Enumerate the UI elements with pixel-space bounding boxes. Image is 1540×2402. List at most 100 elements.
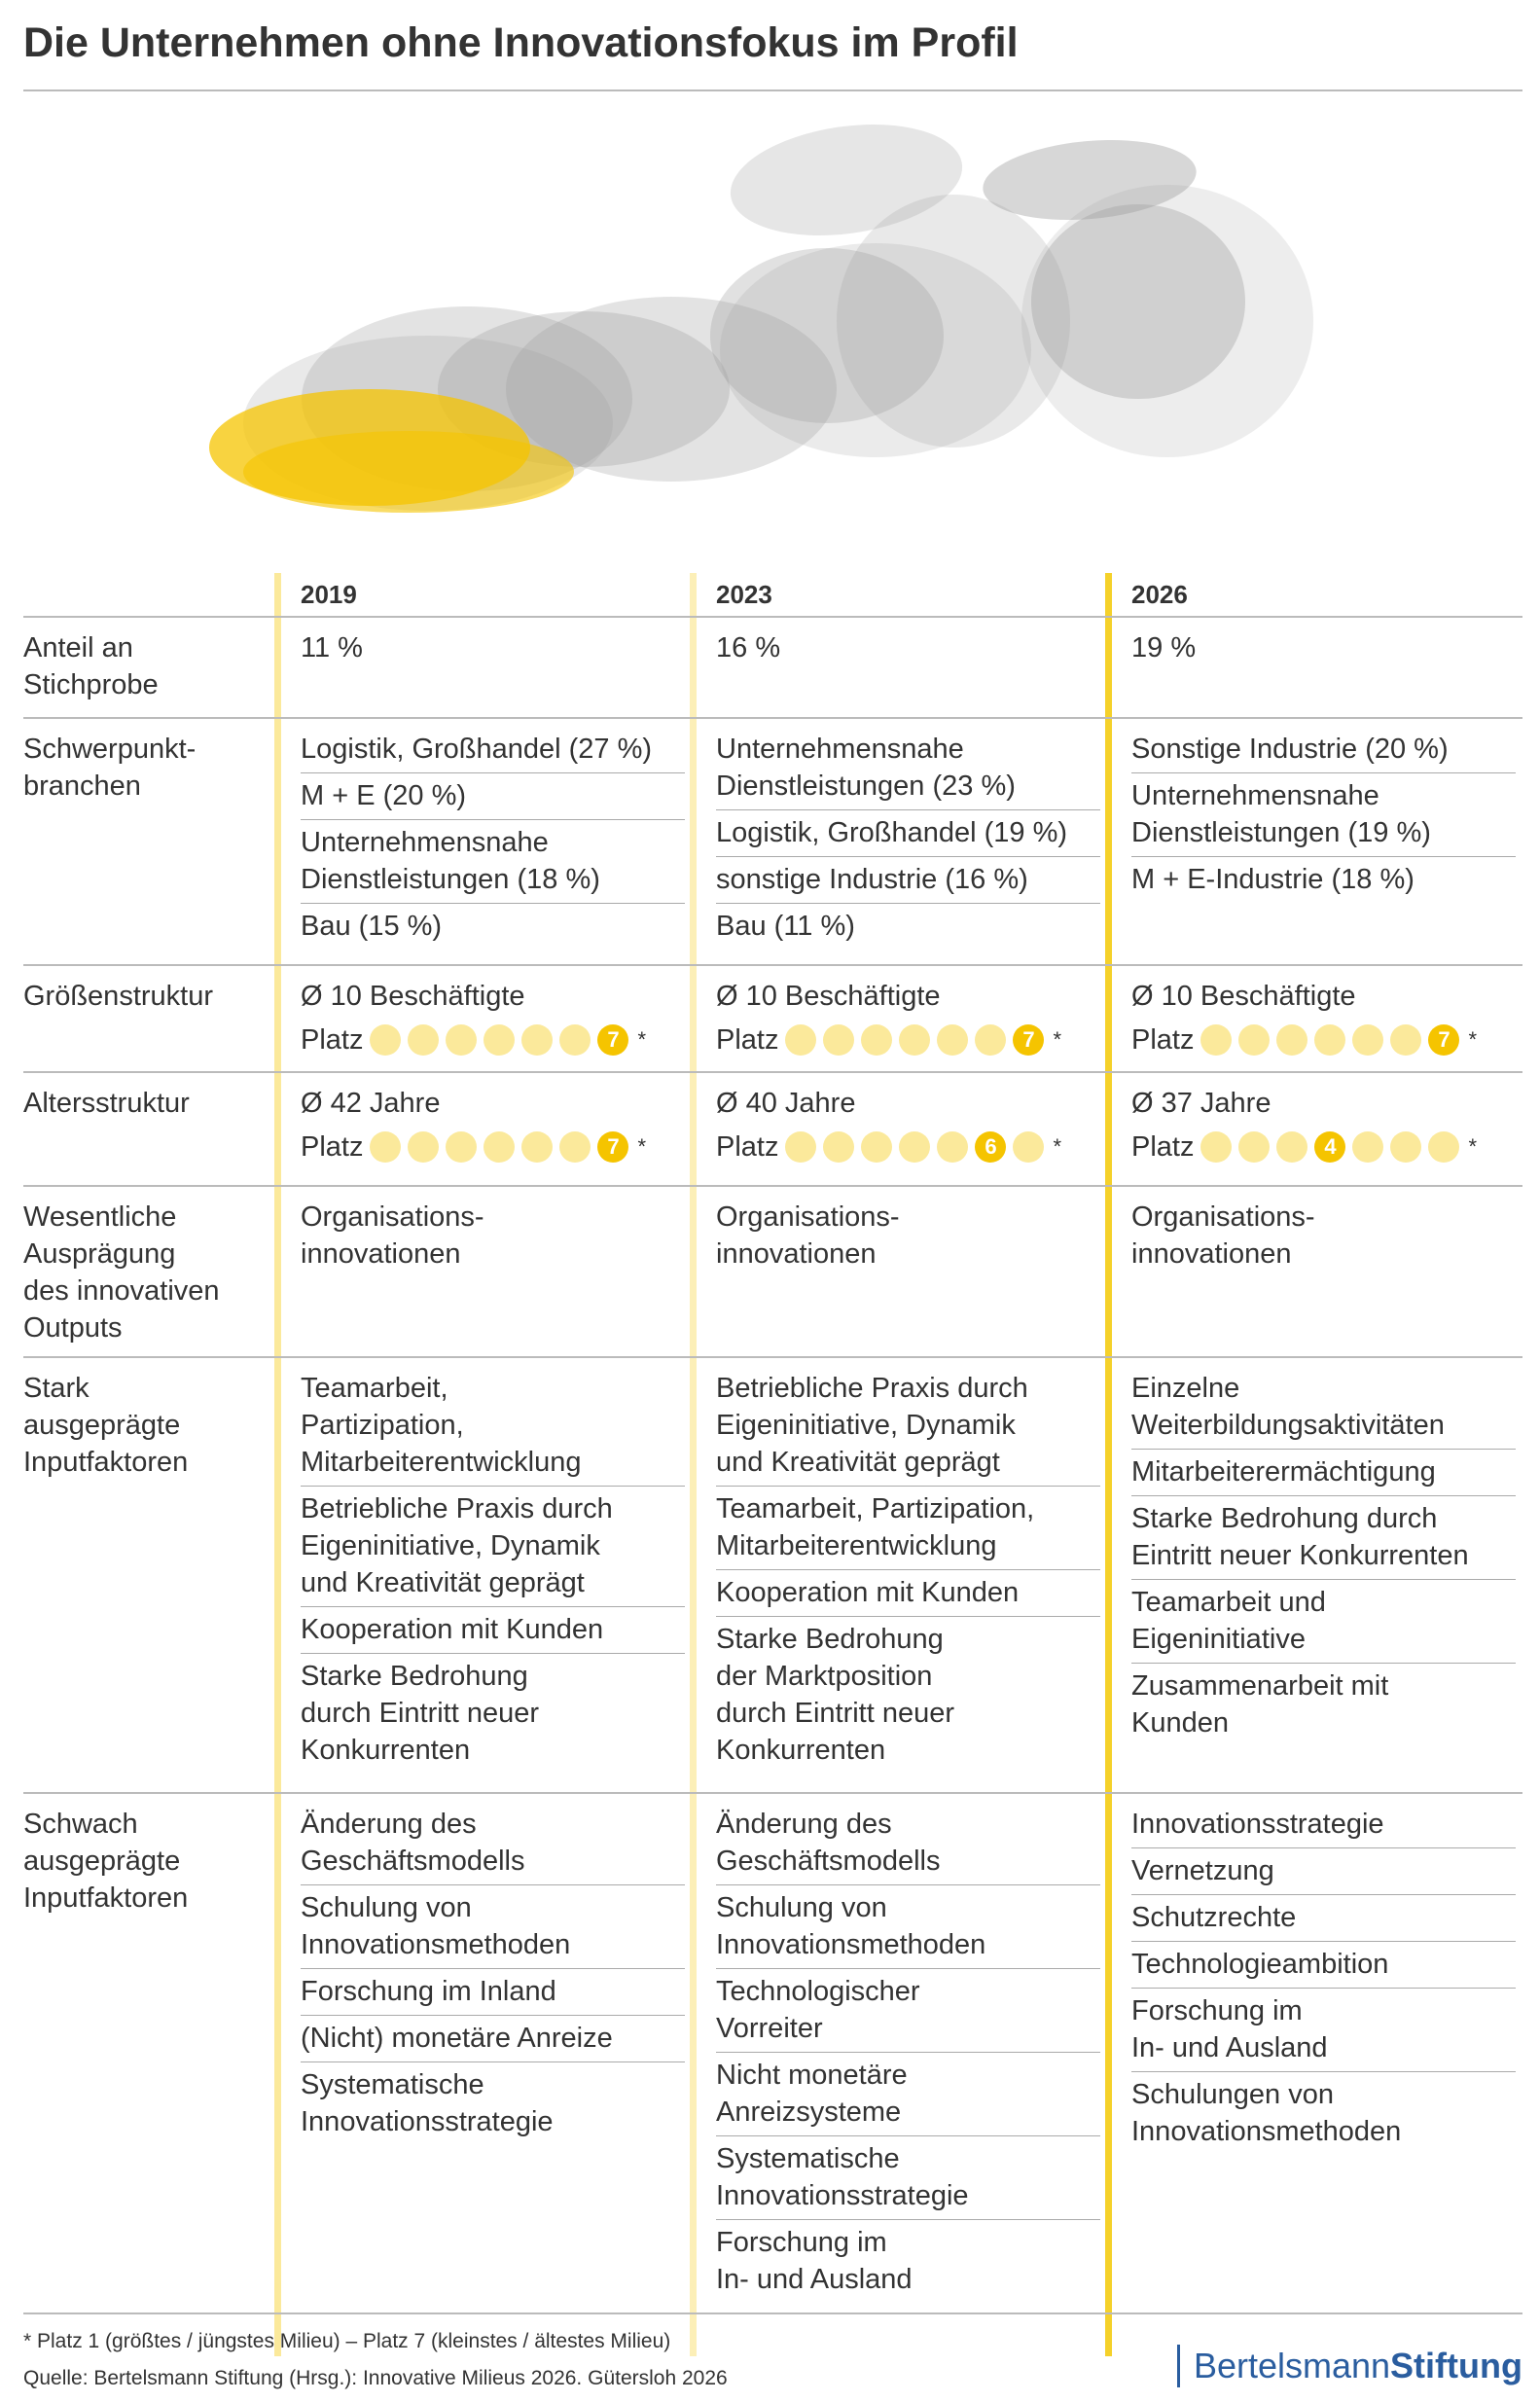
rank-dot: 4: [1314, 1131, 1346, 1163]
cell-item: Schulung von Innovationsmethoden: [716, 1885, 1100, 1969]
cell-item: Teamarbeit, Partizipation, Mitarbeiteren…: [716, 1487, 1100, 1570]
row-label: Wesentliche Ausprägung des innovativen O…: [23, 1201, 220, 1344]
rank-dot: [1013, 1131, 1045, 1163]
rank-dot: [1352, 1131, 1384, 1163]
rank-line: Platz 7 *: [301, 1127, 685, 1165]
rank-dot: [937, 1131, 969, 1163]
rank-label: Platz: [301, 1024, 364, 1056]
cell-item: Technologieambition: [1131, 1942, 1516, 1989]
rank-dot: [1428, 1131, 1460, 1163]
cell-item: Ø 40 Jahre: [716, 1088, 856, 1119]
cell-item: 16 %: [716, 632, 781, 663]
rank-note: *: [1468, 1134, 1478, 1159]
cell-item: sonstige Industrie (16 %): [716, 857, 1100, 904]
column-bar: [690, 573, 697, 2356]
cell-item: Starke Bedrohung durch Eintritt neuer Ko…: [1131, 1496, 1516, 1580]
source: Quelle: Bertelsmann Stiftung (Hrsg.): In…: [23, 2367, 728, 2389]
cell-item: Technologischer Vorreiter: [716, 1969, 1100, 2053]
rank-note: *: [1053, 1134, 1062, 1159]
row-label: Stark ausgeprägte Inputfaktoren: [23, 1373, 189, 1478]
cell: Organisations- innovationen: [301, 1195, 685, 1277]
rank-dot: [446, 1024, 478, 1056]
cell-item: Einzelne Weiterbildungsaktivitäten: [1131, 1366, 1516, 1450]
table-row: Wesentliche Ausprägung des innovativen O…: [23, 1187, 1522, 1358]
title: Die Unternehmen ohne Innovationsfokus im…: [23, 19, 1019, 66]
cell: 16 %: [716, 626, 1100, 671]
rank-dot: [823, 1024, 855, 1056]
rank-label: Platz: [301, 1131, 364, 1163]
cell-item: Ø 10 Beschäftigte: [716, 981, 941, 1012]
rank-dot: [785, 1024, 817, 1056]
rank-dot: [1352, 1024, 1384, 1056]
cell: Organisations- innovationen: [716, 1195, 1100, 1277]
cell: 11 %: [301, 626, 685, 671]
cell-item: Forschung im In- und Ausland: [716, 2227, 913, 2295]
cell-item: Organisations- innovationen: [301, 1201, 484, 1270]
cell-item: Unternehmensnahe Dienstleistungen (23 %): [716, 727, 1100, 810]
cell-item: Zusammenarbeit mit Kunden: [1131, 1670, 1389, 1739]
cell-item: Mitarbeiterermächtigung: [1131, 1450, 1516, 1496]
rank-dot: [521, 1024, 554, 1056]
rank-dot: [1238, 1131, 1271, 1163]
rank-dot: [370, 1131, 402, 1163]
cell-item: Ø 42 Jahre: [301, 1088, 441, 1119]
cell: Einzelne Weiterbildungsaktivitäten Mitarb…: [1131, 1366, 1516, 1746]
rank-line: Platz 6 *: [716, 1127, 1100, 1165]
rank-line: Platz 7 *: [716, 1020, 1100, 1058]
rank-dot: [1238, 1024, 1271, 1056]
row-label: Anteil an Stichprobe: [23, 632, 159, 700]
rank-dot: 7: [1428, 1024, 1460, 1056]
rank-label: Platz: [1131, 1024, 1195, 1056]
rank-dot: [785, 1131, 817, 1163]
rank-dot: [483, 1131, 516, 1163]
rank-dot: [483, 1024, 516, 1056]
cell: Teamarbeit, Partizipation, Mitarbeiteren…: [301, 1366, 685, 1774]
rank-note: *: [637, 1134, 647, 1159]
cell-item: Teamarbeit, Partizipation, Mitarbeiteren…: [301, 1366, 685, 1487]
rank-note: *: [1468, 1027, 1478, 1052]
rank-dot: [446, 1131, 478, 1163]
cell: Logistik, Großhandel (27 %) M + E (20 %) U…: [301, 727, 685, 950]
cell: Organisations- innovationen: [1131, 1195, 1516, 1277]
table-row: Anteil an Stichprobe 11 % 16 % 19 %: [23, 618, 1522, 719]
cell: Ø 40 Jahre Platz 6 *: [716, 1081, 1100, 1165]
header-row: 2019 2023 2026: [23, 573, 1522, 618]
rank-label: Platz: [716, 1024, 779, 1056]
footer: * Platz 1 (größtes / jüngstes Milieu) – …: [23, 2323, 728, 2397]
rank-dot: [370, 1024, 402, 1056]
cell-item: Kooperation mit Kunden: [301, 1607, 685, 1654]
cell: 19 %: [1131, 626, 1516, 671]
decorative-blobs: [209, 125, 1313, 513]
cell-item: Logistik, Großhandel (19 %): [716, 810, 1100, 857]
table-row: Altersstruktur Ø 42 Jahre Platz 7 * Ø 40 Jahr…: [23, 1073, 1522, 1187]
table-row: Stark ausgeprägte Inputfaktoren Teamarbei…: [23, 1358, 1522, 1794]
rank-note: *: [1053, 1027, 1062, 1052]
rank-dot: [975, 1024, 1007, 1056]
cell: Ø 42 Jahre Platz 7 *: [301, 1081, 685, 1165]
cell-item: Bau (15 %): [301, 911, 443, 942]
cell-item: Organisations- innovationen: [1131, 1201, 1315, 1270]
cell: Ø 37 Jahre Platz 4 *: [1131, 1081, 1516, 1165]
cell: Ø 10 Beschäftigte Platz 7 *: [1131, 974, 1516, 1058]
cell-item: Schulung von Innovationsmethoden: [301, 1885, 685, 1969]
cell: Ø 10 Beschäftigte Platz 7 *: [716, 974, 1100, 1058]
cell-item: Starke Bedrohung der Marktposition durch…: [716, 1624, 955, 1766]
row-label: Schwach ausgeprägte Inputfaktoren: [23, 1809, 189, 1914]
cell-item: M + E (20 %): [301, 773, 685, 820]
table-row: Größenstruktur Ø 10 Beschäftigte Platz 7 * Ø …: [23, 966, 1522, 1073]
column-header: 2026: [1131, 580, 1188, 609]
rank-dot: [1276, 1131, 1308, 1163]
cell-item: Änderung des Geschäftsmodells: [716, 1802, 1100, 1885]
cell-item: Änderung des Geschäftsmodells: [301, 1802, 685, 1885]
table-row: Schwach ausgeprägte Inputfaktoren Änderun…: [23, 1794, 1522, 2314]
column-header: 2019: [301, 580, 357, 609]
rank-dot: [559, 1131, 591, 1163]
logo-part: Bertelsmann: [1193, 2346, 1391, 2385]
cell-item: Ø 10 Beschäftigte: [1131, 981, 1356, 1012]
cell-item: Betriebliche Praxis durch Eigeninitiativ…: [716, 1366, 1100, 1487]
cell-item: Teamarbeit und Eigeninitiative: [1131, 1580, 1516, 1664]
rank-line: Platz 7 *: [1131, 1020, 1516, 1058]
cell-item: M + E-Industrie (18 %): [1131, 864, 1415, 895]
rank-dot: [521, 1131, 554, 1163]
